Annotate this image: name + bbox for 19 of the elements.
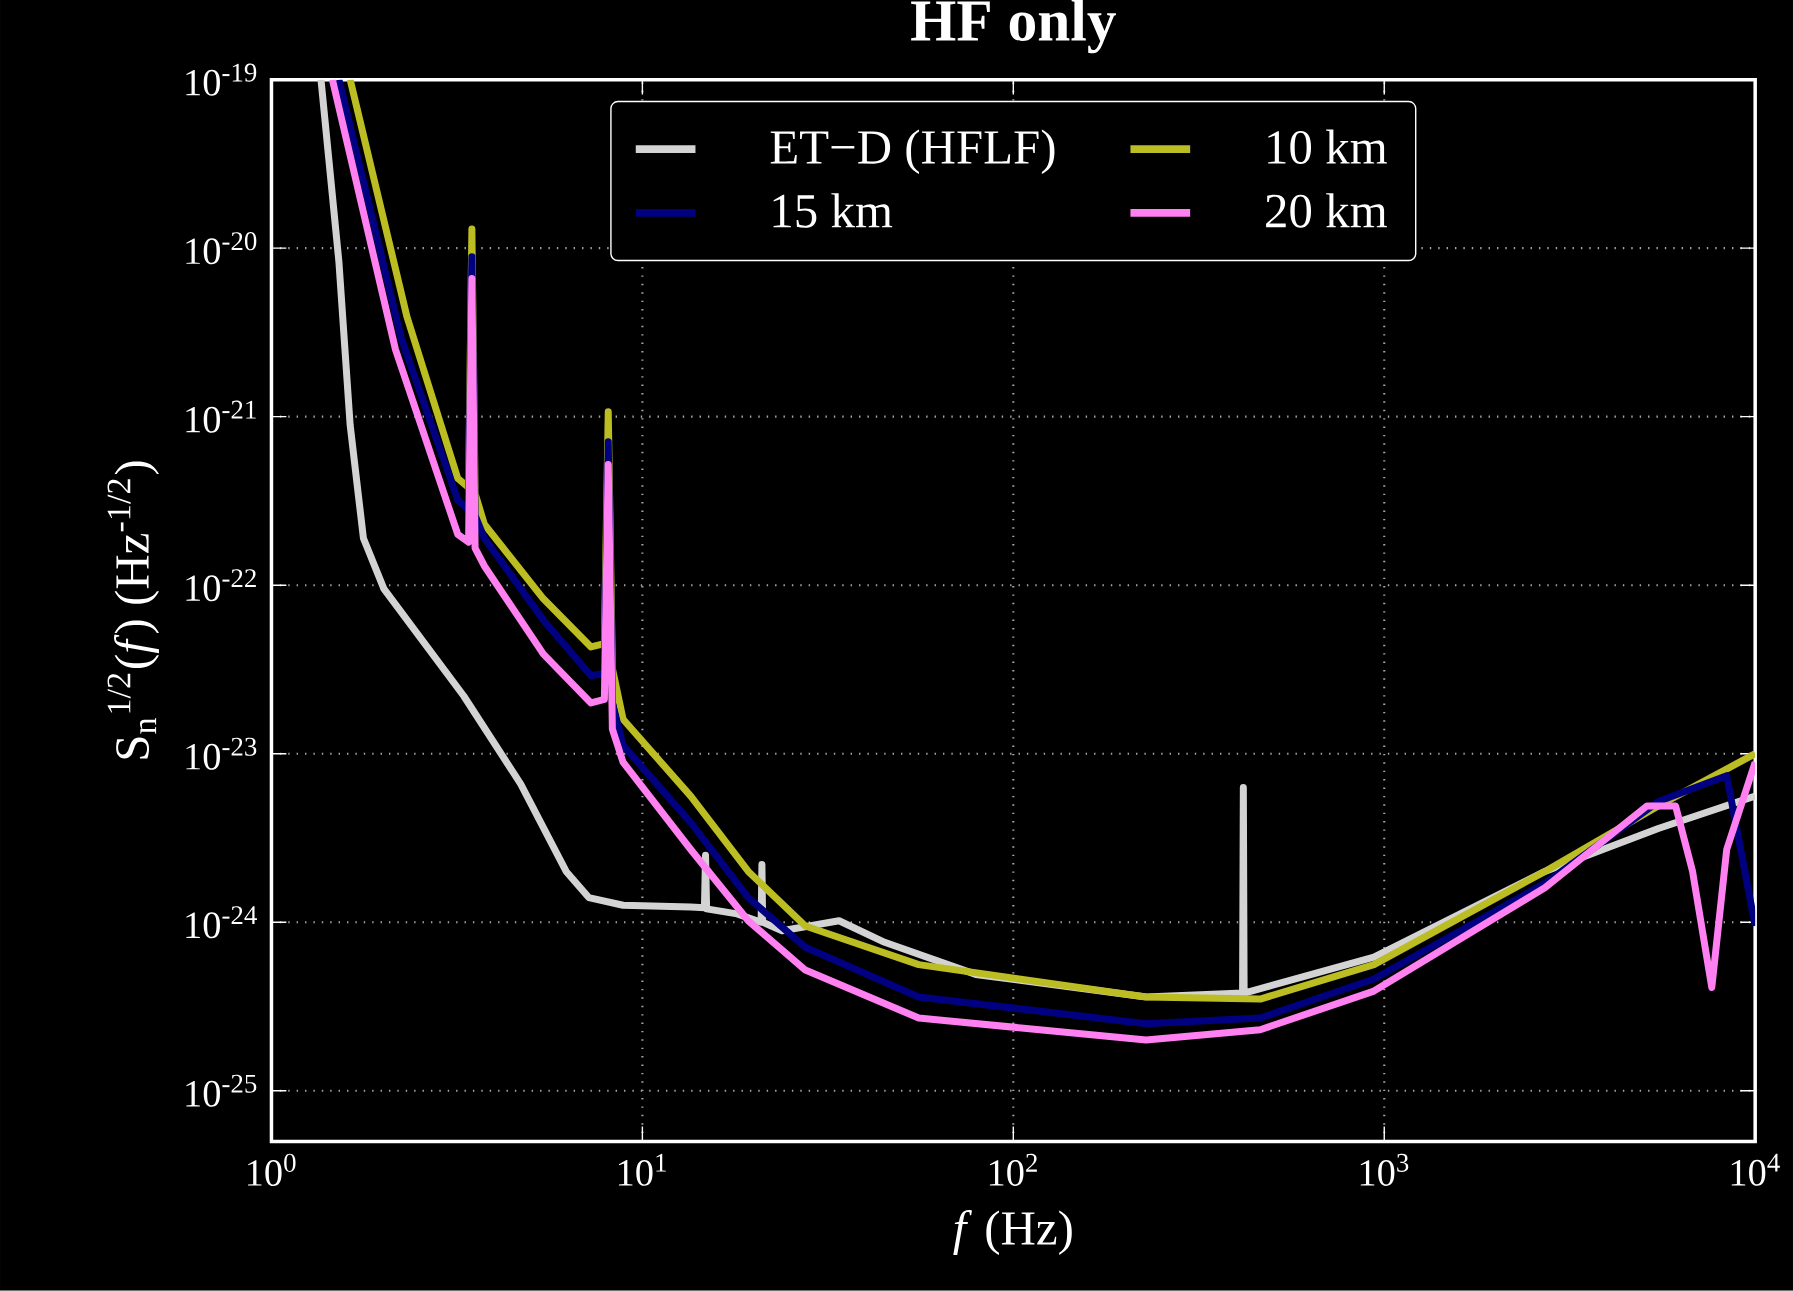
x-tick-label: 10$^{4}$ bbox=[1731, 1153, 1780, 1186]
legend-label: ET−D (HFLF) bbox=[770, 129, 1055, 175]
x-axis-title: f (Hz) bbox=[953, 1210, 1072, 1256]
x-tick-label: 10$^{2}$ bbox=[989, 1153, 1037, 1187]
x-tick-label: 10$^{1}$ bbox=[618, 1153, 666, 1187]
y-tick-label: 10$^{-22}$ bbox=[186, 569, 256, 602]
chart-title: HF only bbox=[911, 0, 1116, 54]
legend-label: 20 km bbox=[1266, 193, 1387, 228]
y-axis-title: S$_{n}$$^{1/2}$(f) (Hz$^{-1/2}$) bbox=[107, 461, 159, 759]
legend-label: 15 km bbox=[773, 193, 893, 228]
y-tick-label: 10$^{-23}$ bbox=[186, 737, 257, 770]
y-tick-label: 10$^{-20}$ bbox=[186, 232, 257, 265]
x-tick-label: 10$^{0}$ bbox=[248, 1153, 296, 1187]
y-tick-label: 10$^{-19}$ bbox=[186, 63, 257, 96]
y-tick-label: 10$^{-24}$ bbox=[186, 906, 257, 939]
legend-label: 10 km bbox=[1268, 129, 1387, 165]
y-tick-label: 10$^{-21}$ bbox=[186, 400, 256, 433]
y-tick-label: 10$^{-25}$ bbox=[186, 1074, 257, 1107]
x-tick-label: 10$^{3}$ bbox=[1360, 1153, 1409, 1187]
